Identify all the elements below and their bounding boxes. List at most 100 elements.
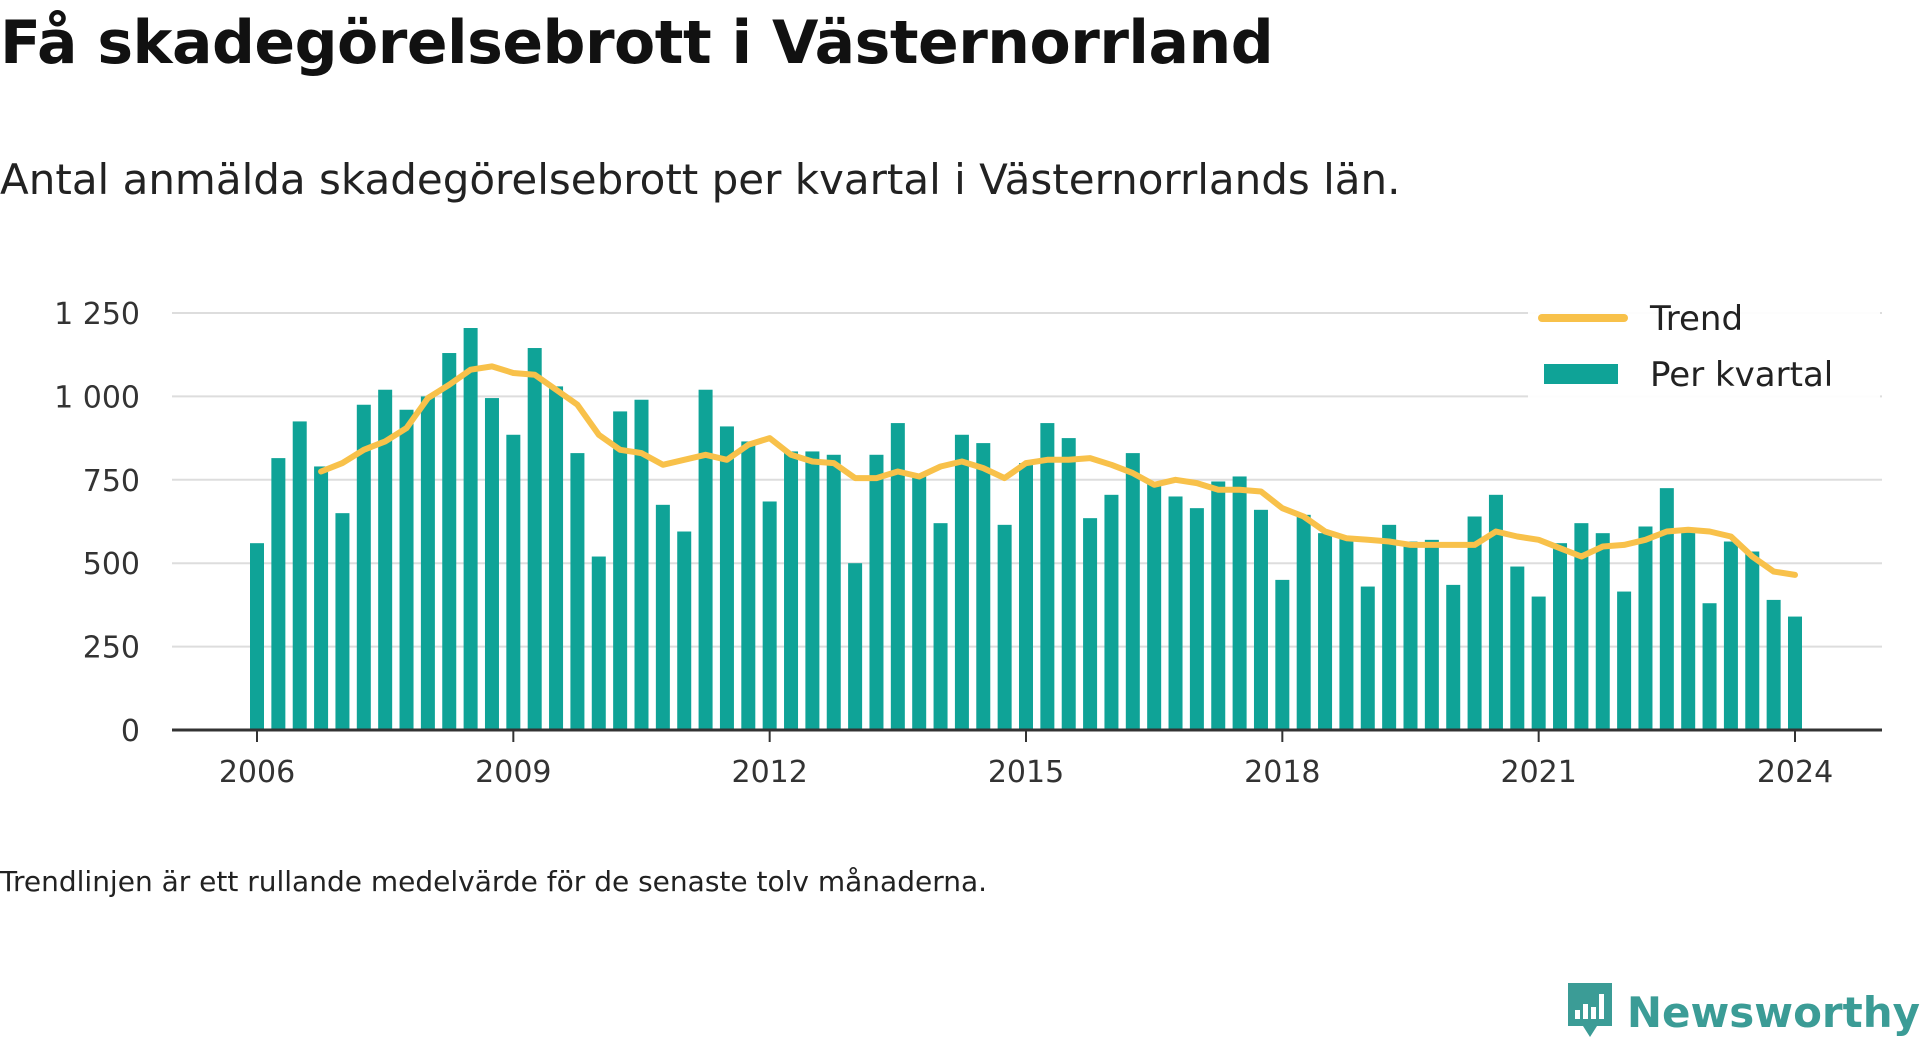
y-tick-label: 1 000 [54, 380, 140, 415]
newsworthy-logo-icon [1565, 980, 1615, 1044]
bar [1488, 494, 1503, 730]
bar [1019, 463, 1033, 730]
brand: Newsworthy [1565, 982, 1920, 1042]
bar [762, 501, 777, 730]
bar [634, 399, 649, 730]
bar [1595, 533, 1610, 730]
bar [1253, 509, 1268, 730]
bar [1403, 541, 1418, 730]
bar [1574, 523, 1589, 730]
bar [1147, 483, 1162, 730]
y-axis-labels: 0 250 500 750 1 000 1 250 [54, 297, 140, 749]
bar [613, 411, 628, 730]
bar [1040, 423, 1055, 730]
bar [378, 389, 393, 730]
bar [1189, 508, 1204, 730]
bar [890, 423, 905, 730]
bar [1467, 516, 1482, 730]
bar [399, 409, 414, 730]
legend-bar-swatch [1544, 364, 1618, 384]
bar [549, 386, 564, 730]
bar [1104, 494, 1119, 730]
bar [250, 543, 264, 730]
y-tick-label: 1 250 [54, 297, 140, 332]
legend: Trend Per kvartal [1528, 296, 1880, 420]
bar [1232, 476, 1247, 730]
bar [1382, 524, 1397, 730]
trend-line-layer [318, 363, 1798, 578]
bar [1617, 591, 1632, 730]
bar [997, 524, 1012, 730]
bar [1360, 586, 1375, 730]
x-tick-label: 2024 [1757, 755, 1833, 790]
bar [1446, 584, 1461, 730]
bar [869, 454, 884, 730]
bar [1211, 481, 1226, 730]
bar [954, 434, 969, 730]
bars [250, 328, 1802, 730]
bar [591, 556, 606, 730]
bar [1723, 541, 1738, 730]
bar [1083, 518, 1098, 730]
bar [1659, 488, 1674, 730]
legend-bar-label: Per kvartal [1650, 355, 1833, 395]
x-tick-label: 2006 [219, 755, 295, 790]
bar [484, 398, 499, 730]
trend-line [318, 363, 1798, 578]
bar [1061, 438, 1076, 730]
bar [1553, 543, 1568, 730]
bar [527, 348, 542, 730]
bar [805, 451, 820, 730]
x-tick-label: 2009 [475, 755, 551, 790]
legend-trend-label: Trend [1649, 299, 1743, 339]
y-tick-label: 0 [121, 714, 140, 749]
bar [784, 451, 799, 730]
bar [1510, 566, 1525, 730]
bar [741, 441, 756, 730]
bar [335, 513, 350, 730]
bar [1318, 533, 1333, 730]
bar [1531, 596, 1546, 730]
bar [1168, 496, 1183, 730]
x-tick-label: 2012 [731, 755, 807, 790]
footnote: Trendlinjen är ett rullande medelvärde f… [0, 865, 988, 898]
bar [314, 466, 329, 730]
bar [463, 328, 478, 730]
bar [1424, 539, 1439, 730]
y-tick-label: 500 [83, 547, 140, 582]
chart-subtitle: Antal anmälda skadegörelsebrott per kvar… [0, 155, 1401, 204]
bar [1275, 579, 1290, 730]
brand-name: Newsworthy [1626, 987, 1920, 1037]
bar [1788, 616, 1802, 730]
bar [655, 504, 670, 730]
bar [1745, 551, 1760, 730]
bar [1296, 514, 1311, 730]
bar [420, 396, 435, 730]
bar [506, 434, 521, 730]
bar [698, 389, 713, 730]
bar [719, 426, 734, 730]
bar [570, 453, 585, 730]
x-axis: 2006 2009 2012 2015 2018 2021 2024 [172, 728, 1882, 790]
bar [1702, 603, 1717, 730]
bar [976, 443, 991, 730]
y-tick-label: 250 [83, 631, 140, 666]
bar [933, 523, 948, 730]
x-tick-label: 2018 [1244, 755, 1320, 790]
y-tick-label: 750 [83, 464, 140, 499]
bar [271, 458, 286, 730]
bar-chart: 0 250 500 750 1 000 1 250 2006 2009 2012 2015 201… [54, 296, 1882, 790]
chart-title: Få skadegörelsebrott i Västernorrland [0, 8, 1274, 78]
bar [912, 474, 927, 730]
bar [1125, 453, 1140, 730]
bar [1638, 526, 1653, 730]
bar [677, 531, 692, 730]
bar [442, 353, 457, 730]
bar [826, 454, 841, 730]
x-tick-label: 2021 [1500, 755, 1576, 790]
bar [1681, 529, 1696, 730]
bar [848, 563, 863, 730]
bar [1339, 538, 1354, 730]
bar [1766, 599, 1781, 730]
bar [292, 421, 307, 730]
